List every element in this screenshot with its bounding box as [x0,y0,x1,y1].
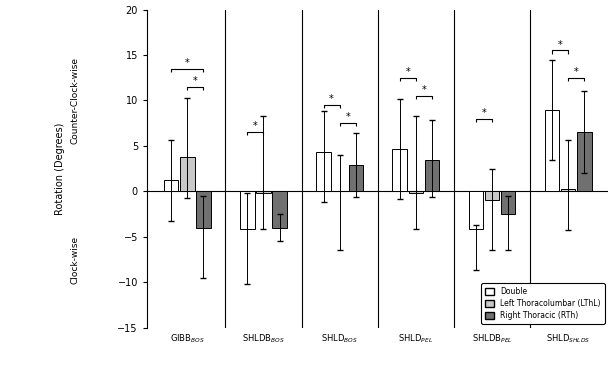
Bar [408,191,423,193]
Bar [273,191,287,228]
Text: *: * [253,121,258,131]
Y-axis label: Rotation (Degrees): Rotation (Degrees) [55,123,64,215]
Legend: Double, Left Thoracolumbar (LThL), Right Thoracic (RTh): Double, Left Thoracolumbar (LThL), Right… [481,283,605,324]
Text: *: * [481,108,486,118]
Text: *: * [405,67,410,77]
Bar [180,157,195,191]
Bar [484,191,499,200]
Text: *: * [421,85,426,95]
Bar [577,132,591,191]
Bar [561,190,575,191]
Bar [468,191,483,230]
Text: *: * [185,58,190,68]
Bar [316,152,331,191]
Bar [349,165,363,191]
Bar [392,149,407,191]
Text: Counter-Clock-wise: Counter-Clock-wise [71,57,80,144]
Bar [545,110,559,191]
Bar [196,191,211,228]
Bar [501,191,515,214]
Text: *: * [329,94,334,104]
Text: *: * [193,76,198,86]
Text: *: * [345,112,350,122]
Text: *: * [558,39,562,49]
Bar [240,191,255,230]
Text: *: * [574,67,578,77]
Bar [256,191,271,193]
Bar [425,161,439,191]
Text: Clock-wise: Clock-wise [71,235,80,283]
Bar [164,180,179,191]
